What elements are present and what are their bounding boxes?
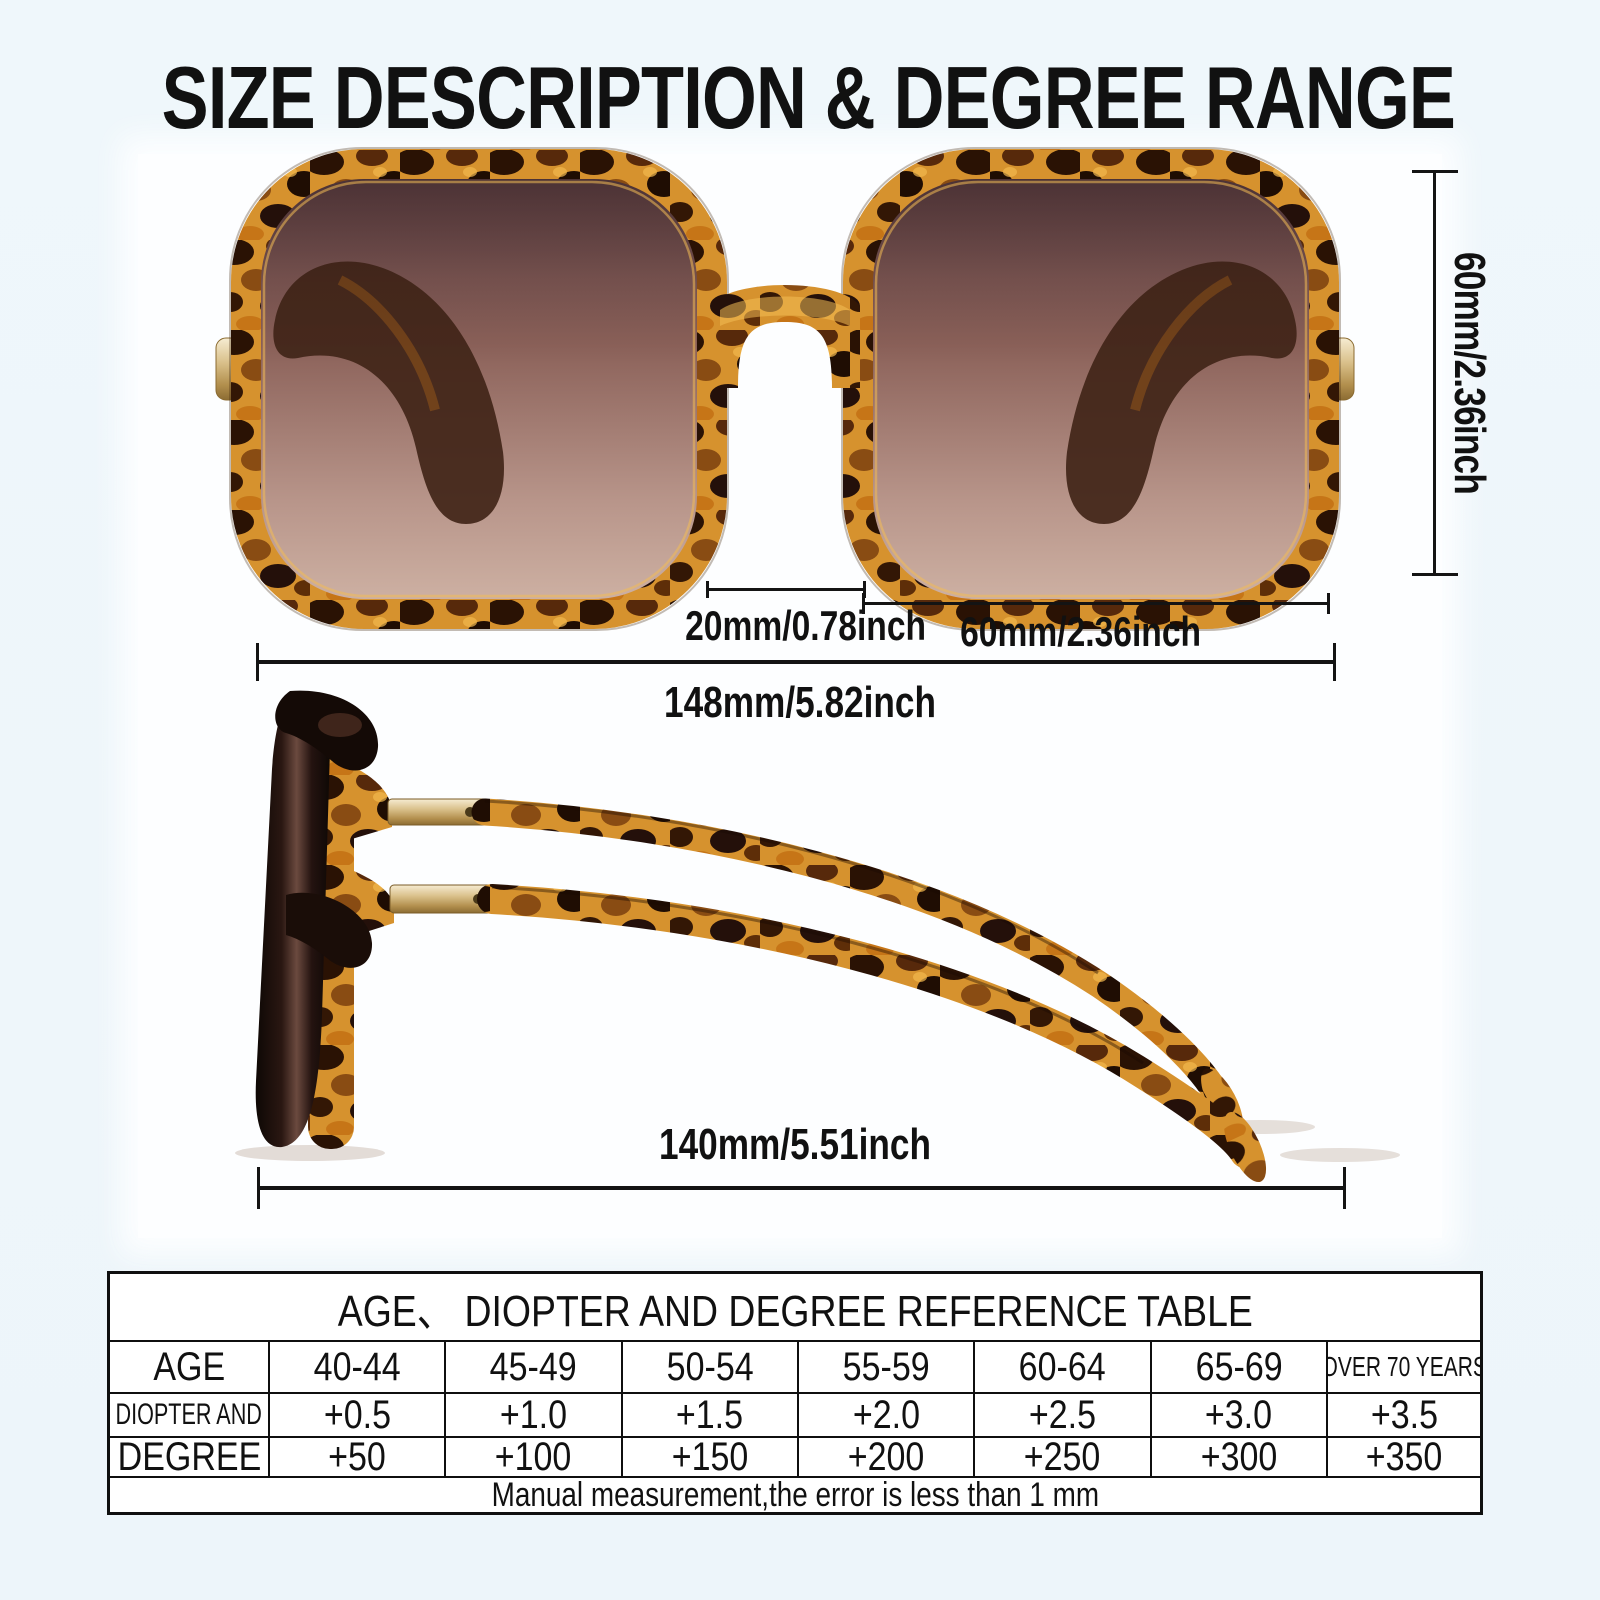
bridge-width-label: 20mm/0.78inch [685, 602, 927, 649]
table-cell: +200 [799, 1438, 976, 1476]
table-cell: 40-44 [270, 1342, 447, 1392]
table-footer-note: Manual measurement,the error is less tha… [491, 1475, 1099, 1514]
table-cell: +2.0 [799, 1394, 976, 1436]
bridge-highlight [720, 296, 850, 326]
lower-temple-tip [1223, 1111, 1267, 1183]
bridge-dimension-line [706, 581, 866, 598]
dimension-tick [1412, 170, 1458, 173]
row-label: DEGREE [110, 1438, 270, 1476]
dimension-tick [1327, 593, 1330, 614]
table-row-diopter: DIOPTER AND +0.5 +1.0 +1.5 +2.0 +2.5 +3.… [110, 1394, 1480, 1438]
table-cell: +1.5 [623, 1394, 799, 1436]
upper-temple-arm [387, 798, 1243, 1134]
lens-width-label: 60mm/2.36inch [960, 608, 1202, 655]
table-title: AGE、 DIOPTER AND DEGREE REFERENCE TABLE [110, 1274, 1480, 1342]
table-cell: +3.5 [1370, 1394, 1438, 1436]
dimension-tick [706, 581, 709, 598]
table-cell: 60-64 [975, 1342, 1152, 1392]
table-cell: OVER 70 YEARS [1327, 1351, 1480, 1382]
table-cell: +2.5 [975, 1394, 1152, 1436]
lens-width-dimension-line [862, 593, 1330, 614]
page-title: SIZE DESCRIPTION & DEGREE RANGE [0, 48, 1600, 147]
dimension-tick [1343, 1167, 1346, 1209]
dimension-tick [257, 1167, 260, 1209]
table-cell: +3.0 [1152, 1394, 1328, 1436]
row-label: AGE [110, 1342, 270, 1392]
table-cell: 55-59 [799, 1342, 976, 1392]
table-cell: +250 [975, 1438, 1152, 1476]
outer-rim-edge [229, 147, 729, 631]
tortoise-frame-rim [231, 149, 727, 629]
frame-front-edge [255, 690, 394, 1149]
row-label: DIOPTER AND [110, 1394, 270, 1436]
degree-reference-table: AGE、 DIOPTER AND DEGREE REFERENCE TABLE … [107, 1271, 1483, 1515]
table-cell: +0.5 [270, 1394, 447, 1436]
table-cell: 45-49 [446, 1342, 623, 1392]
page-title-text: SIZE DESCRIPTION & DEGREE RANGE [161, 48, 1456, 147]
right-lens-assembly [842, 148, 1354, 630]
dimension-tick [256, 643, 259, 681]
dimension-tick [1333, 643, 1336, 681]
dimension-tick [863, 581, 866, 598]
table-cell: +1.0 [446, 1394, 623, 1436]
left-lens-assembly [215, 147, 729, 631]
temple-length-dimension-line [257, 1167, 1346, 1209]
inner-rim-highlight [262, 180, 696, 598]
lower-temple-arm [389, 884, 1267, 1183]
table-row-age: AGE 40-44 45-49 50-54 55-59 60-64 65-69 … [110, 1342, 1480, 1394]
lens-height-label: 60mm/2.36inch [1445, 252, 1494, 494]
frame-width-dimension-line [256, 643, 1336, 681]
frame-width-label: 148mm/5.82inch [664, 678, 936, 727]
table-cell: 50-54 [623, 1342, 799, 1392]
table-cell: +50 [270, 1438, 447, 1476]
table-row-degree: DEGREE +50 +100 +150 +200 +250 +300 +350 [110, 1438, 1480, 1478]
dimension-tick [862, 593, 865, 614]
lens-height-dimension-line [1412, 170, 1458, 576]
side-view-sunglasses-photo [235, 690, 1400, 1183]
front-view-sunglasses-photo [215, 150, 1350, 628]
table-cell: +150 [623, 1438, 799, 1476]
table-cell: 65-69 [1152, 1342, 1328, 1392]
dimension-tick [1412, 573, 1458, 576]
table-cell: +350 [1365, 1438, 1443, 1476]
table-cell: +100 [446, 1438, 623, 1476]
table-cell: +300 [1152, 1438, 1328, 1476]
temple-length-label: 140mm/5.51inch [659, 1120, 931, 1169]
lens-top-shadow [246, 164, 712, 614]
